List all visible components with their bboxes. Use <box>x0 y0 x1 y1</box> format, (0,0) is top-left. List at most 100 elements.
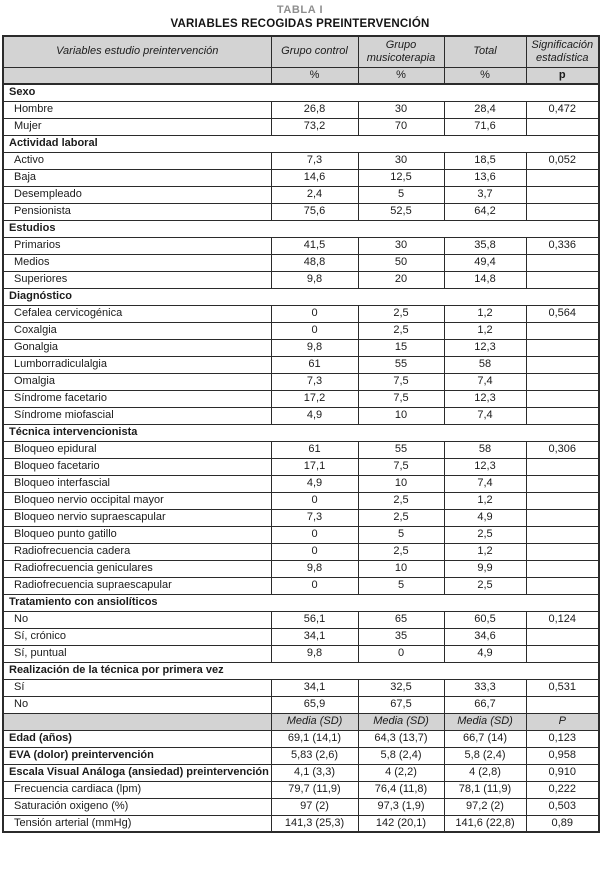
value-significacion <box>525 389 600 408</box>
value-grupo-musicoterapia: 7,5 <box>357 389 445 408</box>
row-label: Sí, puntual <box>2 644 272 663</box>
value-significacion <box>525 457 600 476</box>
unit-p-value: p <box>525 66 600 85</box>
unit-empty-cell <box>2 66 272 85</box>
section-row: Realización de la técnica por primera ve… <box>2 661 600 680</box>
value-grupo-musicoterapia: 2,5 <box>357 304 445 323</box>
table-row: Cefalea cervicogénica 0 2,5 1,2 0,564 <box>2 304 600 323</box>
table-row: Síndrome miofascial 4,9 10 7,4 <box>2 406 600 425</box>
row-label: Bloqueo punto gatillo <box>2 525 272 544</box>
row-label: Bloqueo interfascial <box>2 474 272 493</box>
row-label: EVA (dolor) preintervención <box>2 746 272 765</box>
section-label: Diagnóstico <box>2 287 600 306</box>
table-row: Baja 14,6 12,5 13,6 <box>2 168 600 187</box>
value-grupo-musicoterapia: 65 <box>357 610 445 629</box>
row-label: No <box>2 610 272 629</box>
table-row: Radiofrecuencia geniculares 9,8 10 9,9 <box>2 559 600 578</box>
row-label: Desempleado <box>2 185 272 204</box>
value-total: 64,2 <box>443 202 527 221</box>
row-label: Mujer <box>2 117 272 136</box>
value-grupo-musicoterapia: 30 <box>357 236 445 255</box>
value-total: 12,3 <box>443 338 527 357</box>
preintervention-variables-table: Variables estudio preintervención Grupo … <box>2 35 600 833</box>
value-grupo-control: 17,1 <box>270 457 359 476</box>
row-label: Edad (años) <box>2 729 272 748</box>
row-label: Primarios <box>2 236 272 255</box>
value-grupo-musicoterapia: 4 (2,2) <box>357 763 445 782</box>
value-total: 7,4 <box>443 474 527 493</box>
value-grupo-control: 17,2 <box>270 389 359 408</box>
row-label: Hombre <box>2 100 272 119</box>
value-grupo-control: 0 <box>270 304 359 323</box>
table-row: Bloqueo interfascial 4,9 10 7,4 <box>2 474 600 493</box>
table-row: Radiofrecuencia supraescapular 0 5 2,5 <box>2 576 600 595</box>
value-total: 7,4 <box>443 406 527 425</box>
value-grupo-musicoterapia: 7,5 <box>357 457 445 476</box>
value-grupo-control: 65,9 <box>270 695 359 714</box>
table-row: Activo 7,3 30 18,5 0,052 <box>2 151 600 170</box>
section-row: Técnica intervencionista <box>2 423 600 442</box>
unit-row: % % % p <box>2 66 600 85</box>
table-row: Sí, puntual 9,8 0 4,9 <box>2 644 600 663</box>
value-grupo-musicoterapia: 142 (20,1) <box>357 814 445 833</box>
section-label: Estudios <box>2 219 600 238</box>
value-grupo-control: 9,8 <box>270 338 359 357</box>
value-grupo-control: 69,1 (14,1) <box>270 729 359 748</box>
value-grupo-musicoterapia: 7,5 <box>357 372 445 391</box>
value-significacion <box>525 270 600 289</box>
value-total: 1,2 <box>443 491 527 510</box>
value-grupo-control: 7,3 <box>270 372 359 391</box>
table-row: Frecuencia cardiaca (lpm) 79,7 (11,9) 76,4… <box>2 780 600 799</box>
value-significacion <box>525 406 600 425</box>
table-row: Sí, crónico 34,1 35 34,6 <box>2 627 600 646</box>
subheader-cell: Media (SD) <box>357 712 445 731</box>
value-total: 14,8 <box>443 270 527 289</box>
table-row: Omalgia 7,3 7,5 7,4 <box>2 372 600 391</box>
unit-percent-musicoterapia: % <box>357 66 445 85</box>
unit-percent-total: % <box>443 66 527 85</box>
row-label: Sí, crónico <box>2 627 272 646</box>
value-grupo-musicoterapia: 32,5 <box>357 678 445 697</box>
row-label: Radiofrecuencia cadera <box>2 542 272 561</box>
value-grupo-control: 34,1 <box>270 678 359 697</box>
row-label: Radiofrecuencia geniculares <box>2 559 272 578</box>
value-significacion <box>525 372 600 391</box>
value-grupo-musicoterapia: 5,8 (2,4) <box>357 746 445 765</box>
table-row: No 56,1 65 60,5 0,124 <box>2 610 600 629</box>
row-label: Baja <box>2 168 272 187</box>
table-row: Bloqueo nervio supraescapular 7,3 2,5 4,9 <box>2 508 600 527</box>
header-row: Variables estudio preintervención Grupo … <box>2 35 600 68</box>
value-grupo-musicoterapia: 2,5 <box>357 491 445 510</box>
value-significacion <box>525 695 600 714</box>
value-significacion: 0,124 <box>525 610 600 629</box>
row-label: Pensionista <box>2 202 272 221</box>
value-significacion <box>525 491 600 510</box>
value-total: 18,5 <box>443 151 527 170</box>
value-significacion: 0,564 <box>525 304 600 323</box>
table-row: Bloqueo punto gatillo 0 5 2,5 <box>2 525 600 544</box>
value-significacion <box>525 508 600 527</box>
value-significacion <box>525 559 600 578</box>
table-header: Variables estudio preintervención Grupo … <box>2 35 600 85</box>
value-total: 71,6 <box>443 117 527 136</box>
table-row: Primarios 41,5 30 35,8 0,336 <box>2 236 600 255</box>
table-row: Sí 34,1 32,5 33,3 0,531 <box>2 678 600 697</box>
value-significacion <box>525 644 600 663</box>
value-grupo-control: 26,8 <box>270 100 359 119</box>
value-significacion: 0,958 <box>525 746 600 765</box>
value-significacion: 0,123 <box>525 729 600 748</box>
value-total: 3,7 <box>443 185 527 204</box>
value-grupo-control: 97 (2) <box>270 797 359 816</box>
value-significacion: 0,503 <box>525 797 600 816</box>
table-row: Bloqueo facetario 17,1 7,5 12,3 <box>2 457 600 476</box>
value-grupo-control: 4,1 (3,3) <box>270 763 359 782</box>
value-grupo-musicoterapia: 76,4 (11,8) <box>357 780 445 799</box>
table-number: TABLA I <box>276 4 324 16</box>
row-label: Síndrome facetario <box>2 389 272 408</box>
table-body: Sexo Hombre 26,8 30 28,4 0,472 Mujer 73,2 70 71,6… <box>2 83 600 833</box>
document-page: TABLA I VARIABLES RECOGIDAS PREINTERVENC… <box>2 4 600 833</box>
row-label: Coxalgia <box>2 321 272 340</box>
value-total: 12,3 <box>443 457 527 476</box>
value-significacion <box>525 355 600 374</box>
value-grupo-control: 0 <box>270 525 359 544</box>
